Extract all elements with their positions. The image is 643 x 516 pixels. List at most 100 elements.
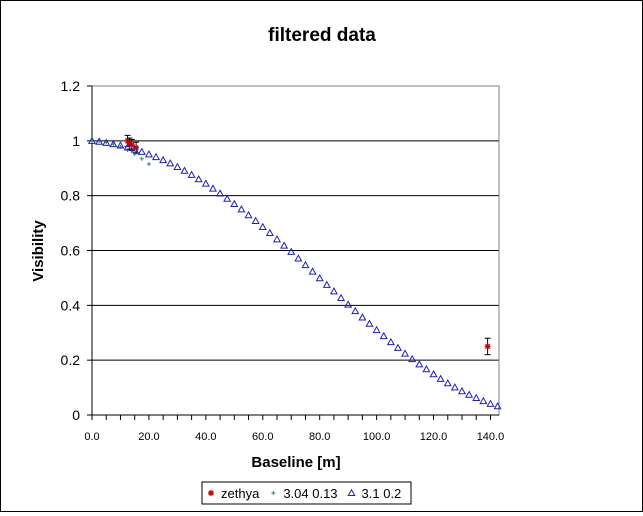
triangle-point xyxy=(372,325,381,334)
triangle-point xyxy=(465,390,474,398)
data-marks xyxy=(87,134,502,410)
triangle-point xyxy=(301,260,310,269)
triangle-point xyxy=(230,199,239,207)
triangle-point xyxy=(365,319,374,327)
y-tick-label: 0.2 xyxy=(61,352,81,368)
triangle-point xyxy=(223,194,232,202)
triangle-point xyxy=(393,343,403,351)
legend-item: 3.1 0.2 xyxy=(347,486,402,501)
triangle-point xyxy=(201,179,210,187)
triangle-point xyxy=(151,152,161,161)
triangle-point xyxy=(194,174,203,183)
triangle-point xyxy=(415,360,424,368)
triangle-point xyxy=(166,159,175,167)
plus-point xyxy=(132,152,137,157)
series-asterisk xyxy=(124,134,491,356)
triangle-point xyxy=(379,331,388,340)
triangle-point xyxy=(173,162,182,170)
y-tick-label: 0.8 xyxy=(61,188,81,204)
x-tick-label: 0.0 xyxy=(84,431,99,443)
y-tick-label: 0.6 xyxy=(61,243,81,259)
triangle-point xyxy=(144,150,153,158)
triangle-point xyxy=(159,155,168,164)
triangle-point xyxy=(180,166,189,174)
legend-item: zethya xyxy=(208,486,260,501)
triangle-point xyxy=(244,210,253,219)
triangle-point xyxy=(408,354,417,363)
triangle-point xyxy=(386,337,395,346)
triangle-point xyxy=(287,247,296,255)
triangle-point xyxy=(344,300,353,308)
y-tick-label: 1 xyxy=(72,133,80,149)
triangle-point xyxy=(429,369,438,378)
x-tick-label: 20.0 xyxy=(138,431,159,443)
triangle-point xyxy=(422,364,431,373)
y-axis-label: Visibility xyxy=(30,220,47,282)
triangle-point xyxy=(237,205,246,213)
gridlines xyxy=(92,85,499,361)
y-axis: 0 0.2 0.4 0.6 0.8 1 1.2 xyxy=(61,78,93,423)
triangle-point xyxy=(443,378,452,387)
plus-point xyxy=(139,156,144,161)
triangle-point xyxy=(436,374,445,382)
legend: zethya 3.04 0.13 3.1 0.2 xyxy=(201,481,412,505)
x-tick-label: 40.0 xyxy=(195,431,216,443)
triangle-point xyxy=(329,287,338,295)
legend-box xyxy=(201,481,412,505)
triangle-point xyxy=(208,184,218,192)
x-tick-label: 120.0 xyxy=(420,431,448,443)
triangle-point xyxy=(493,401,502,410)
triangle-point xyxy=(137,147,146,155)
legend-label: 3.04 0.13 xyxy=(283,486,337,501)
zethya-point xyxy=(128,141,135,148)
triangle-point xyxy=(95,137,104,145)
triangle-point xyxy=(351,306,360,315)
triangle-point xyxy=(258,222,267,230)
triangle-point xyxy=(315,273,324,282)
triangle-point xyxy=(308,267,317,275)
triangle-point xyxy=(216,189,225,197)
triangle-point xyxy=(358,313,367,321)
triangle-point xyxy=(322,280,331,288)
plus-point xyxy=(146,162,151,167)
triangle-point xyxy=(109,139,118,148)
triangle-point xyxy=(272,235,282,243)
x-axis-label: Baseline [m] xyxy=(251,454,340,471)
x-tick-label: 100.0 xyxy=(363,431,391,443)
legend-item: 3.04 0.13 xyxy=(271,486,338,501)
zethya-point xyxy=(484,343,491,350)
series-triangle xyxy=(87,136,502,410)
triangle-point xyxy=(187,170,196,178)
triangle-point xyxy=(130,145,139,153)
triangle-point xyxy=(401,349,410,357)
triangle-point xyxy=(87,136,97,144)
legend-asterisk-icon xyxy=(208,490,214,496)
triangle-point xyxy=(280,241,289,249)
triangle-point xyxy=(123,143,132,151)
triangle-point xyxy=(251,216,260,224)
triangle-point xyxy=(116,141,125,149)
triangle-point xyxy=(336,293,346,301)
triangle-point xyxy=(457,386,467,395)
triangle-point xyxy=(479,396,488,405)
triangle-point xyxy=(486,399,495,407)
triangle-point xyxy=(472,393,481,402)
triangle-point xyxy=(450,383,459,391)
y-tick-label: 0.4 xyxy=(61,297,81,313)
legend-plus-icon xyxy=(271,491,276,495)
triangle-point xyxy=(265,228,274,237)
x-tick-label: 80.0 xyxy=(309,431,330,443)
triangle-point xyxy=(102,138,111,146)
triangle-point xyxy=(294,254,303,262)
x-tick-label: 140.0 xyxy=(477,431,505,443)
x-tick-label: 60.0 xyxy=(252,431,273,443)
legend-label: 3.1 0.2 xyxy=(362,486,402,501)
y-tick-label: 1.2 xyxy=(61,78,81,94)
chart-title: filtered data xyxy=(268,25,376,46)
legend-triangle-icon xyxy=(347,488,356,497)
x-axis: 0.0 20.0 40.0 60.0 80.0 100.0 120.0 140.0 xyxy=(84,414,505,443)
y-tick-label: 0 xyxy=(72,407,80,423)
legend-label: zethya xyxy=(221,486,260,501)
